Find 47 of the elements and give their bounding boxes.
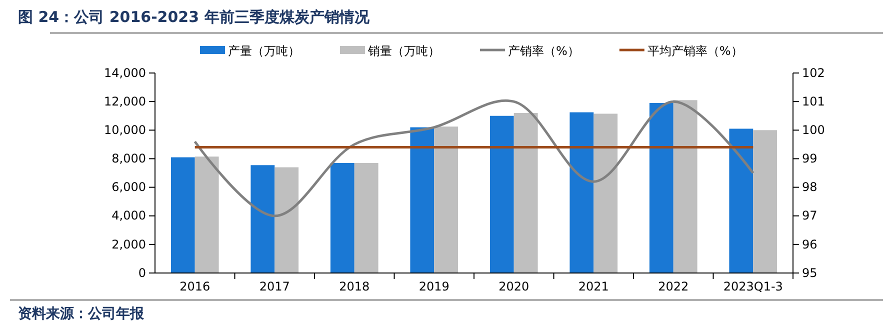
- y-tick-label: 0: [138, 266, 146, 280]
- bar: [753, 130, 778, 273]
- bar: [594, 114, 618, 273]
- y-tick-label: 4,000: [112, 208, 146, 223]
- y2-tick-label: 102: [802, 66, 825, 80]
- bar: [514, 113, 538, 273]
- legend-label: 平均产销率（%）: [647, 44, 743, 58]
- y-tick-label: 8,000: [112, 152, 146, 166]
- y2-tick-label: 99: [802, 152, 818, 166]
- line-series: [194, 100, 754, 218]
- bar: [194, 156, 219, 273]
- chart-title: 图 24：公司 2016-2023 年前三季度煤炭产销情况: [18, 8, 370, 26]
- x-tick-label: 2021: [578, 280, 609, 294]
- y2-tick-label: 95: [802, 266, 818, 280]
- y-tick-label: 14,000: [104, 66, 146, 80]
- bar: [729, 128, 754, 273]
- bar: [354, 163, 378, 273]
- bar: [330, 163, 354, 273]
- y2-tick-label: 96: [802, 237, 818, 252]
- y-tick-label: 6,000: [112, 180, 146, 194]
- y2-tick-label: 101: [802, 94, 825, 108]
- bar: [490, 116, 514, 273]
- legend-label: 产销率（%）: [508, 44, 580, 58]
- y-tick-label: 10,000: [104, 122, 146, 137]
- y2-tick-label: 97: [802, 208, 818, 223]
- bar: [274, 167, 299, 273]
- legend-label: 销量（万吨）: [367, 44, 440, 58]
- x-tick-label: 2023Q1-3: [723, 280, 783, 294]
- bar: [250, 165, 275, 273]
- x-tick-label: 2017: [259, 280, 290, 294]
- text: 资料来源：公司年报: [18, 306, 145, 322]
- bar: [170, 157, 195, 273]
- y-tick-label: 12,000: [104, 94, 146, 108]
- y-tick-label: 2,000: [112, 237, 146, 252]
- bar: [570, 112, 594, 273]
- bar: [410, 127, 434, 273]
- legend-label: 产量（万吨）: [228, 44, 300, 58]
- y2-tick-label: 98: [802, 180, 818, 194]
- x-tick-label: 2022: [658, 280, 689, 294]
- bar: [434, 126, 458, 273]
- x-tick-label: 2018: [339, 280, 370, 294]
- y2-tick-label: 100: [802, 122, 825, 137]
- x-tick-label: 2020: [498, 280, 530, 294]
- x-tick-label: 2016: [180, 280, 210, 294]
- bar: [649, 103, 674, 273]
- bar: [673, 100, 698, 273]
- x-tick-label: 2019: [418, 280, 450, 294]
